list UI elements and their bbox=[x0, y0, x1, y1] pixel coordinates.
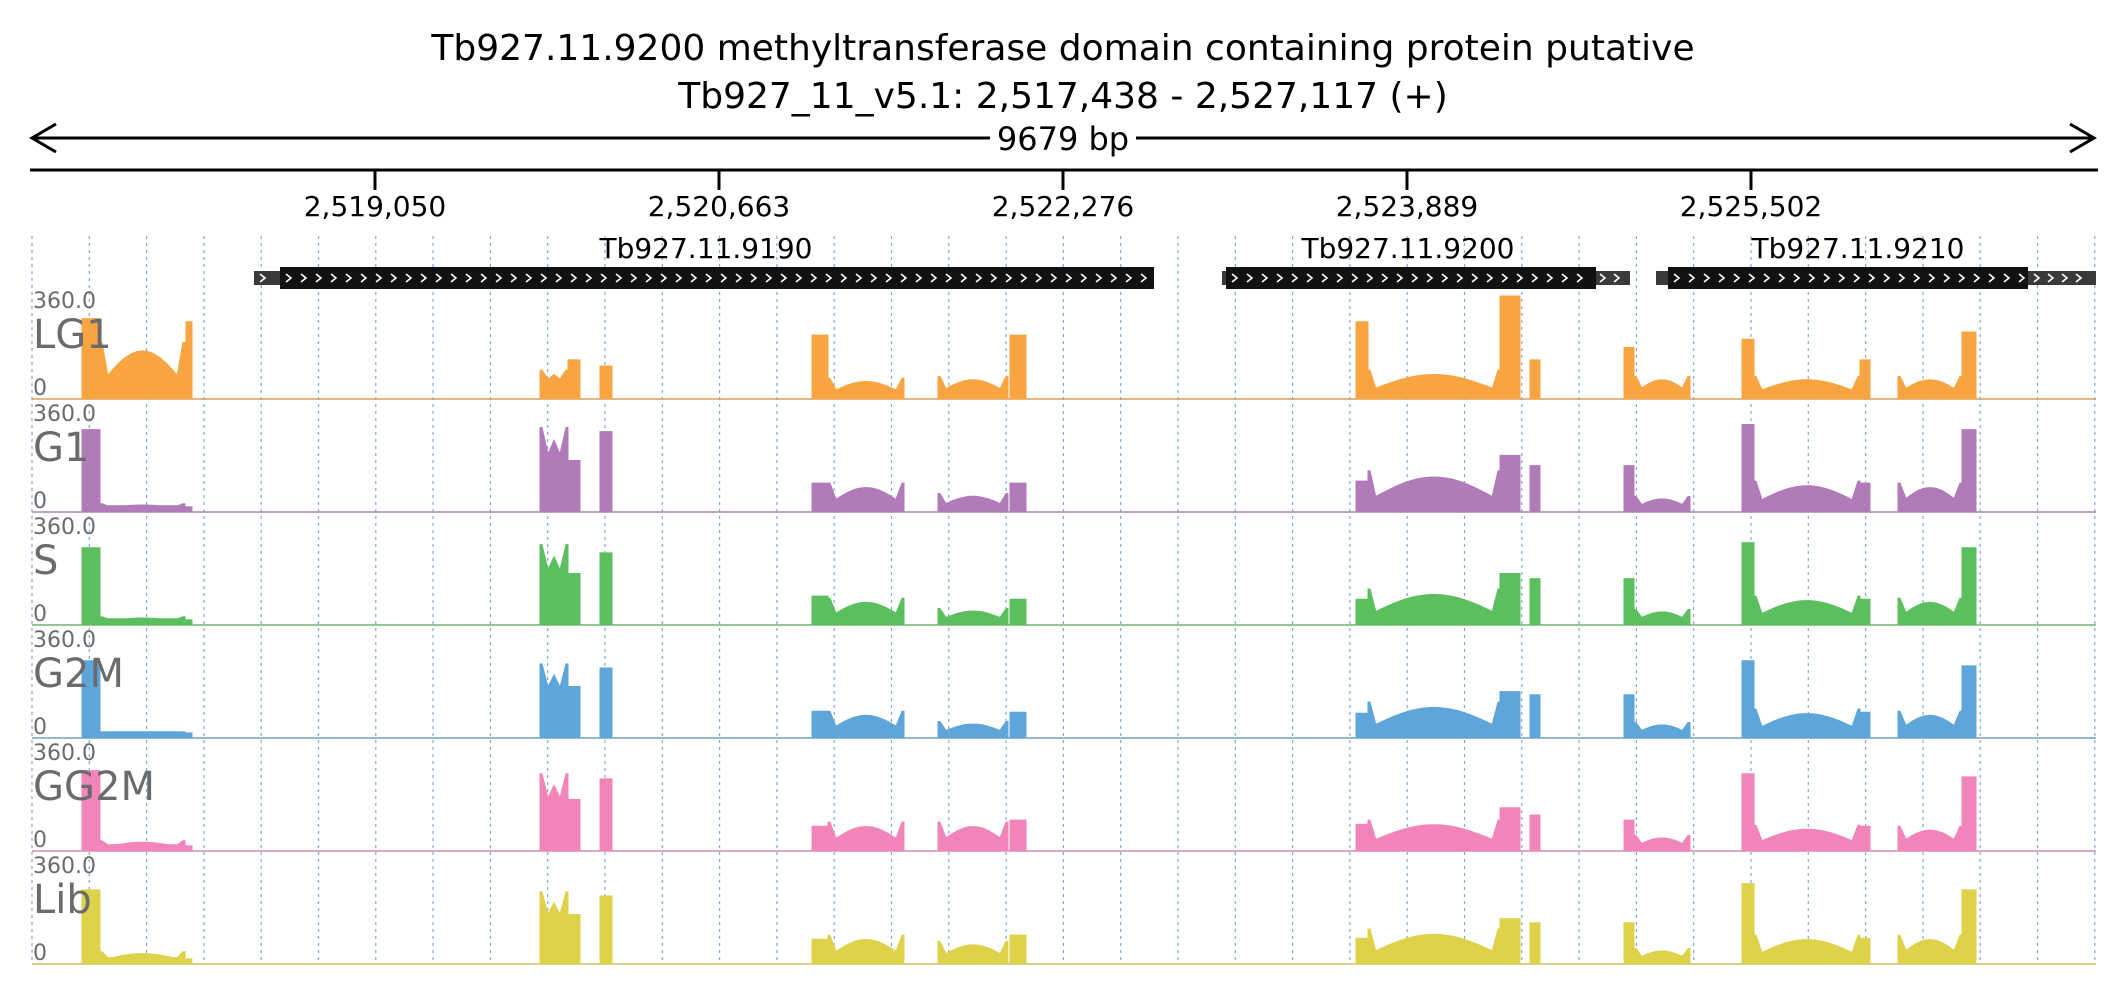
track-name-label: Lib bbox=[33, 877, 92, 923]
track-name-label: G1 bbox=[33, 425, 89, 471]
track-max-label: 360.0 bbox=[33, 854, 96, 879]
strand-chevrons bbox=[1231, 273, 1584, 283]
ruler-tick-label: 2,523,889 bbox=[1336, 190, 1479, 223]
track-g2m: 360.0 0 G2M bbox=[32, 628, 2096, 740]
ruler-tick-label: 2,522,276 bbox=[992, 190, 1135, 223]
gene-label-9210: Tb927.11.9210 bbox=[1750, 232, 1964, 265]
locus-title: Tb927_11_v5.1: 2,517,438 - 2,527,117 (+) bbox=[677, 76, 1448, 117]
strand-chevrons bbox=[259, 273, 267, 283]
track-max-label: 360.0 bbox=[33, 741, 96, 766]
track-max-label: 360.0 bbox=[33, 402, 96, 427]
strand-chevrons bbox=[1673, 273, 2026, 283]
ruler-tick-label: 2,525,502 bbox=[1680, 190, 1823, 223]
coverage-area bbox=[32, 295, 2096, 400]
span-label: 9679 bp bbox=[997, 120, 1129, 158]
span-arrow-right-icon bbox=[2069, 122, 2097, 154]
gene-track: Tb927.11.9190 Tb927.11.9200 Tb927.11.921… bbox=[254, 232, 2096, 289]
track-min-label: 0 bbox=[33, 376, 47, 401]
cds-bar-Tb927.11.9190 bbox=[280, 267, 1154, 289]
ruler-tick-label: 2,519,050 bbox=[304, 190, 447, 223]
track-name-label: LG1 bbox=[33, 312, 112, 358]
utr-bar bbox=[1656, 271, 1668, 285]
track-max-label: 360.0 bbox=[33, 515, 96, 540]
grid-lines bbox=[31, 236, 2096, 964]
gene-label-9190: Tb927.11.9190 bbox=[598, 232, 812, 265]
coverage-area bbox=[32, 542, 2096, 626]
span-arrow: 9679 bp bbox=[29, 118, 2097, 158]
gene-label-9200: Tb927.11.9200 bbox=[1300, 232, 1514, 265]
coverage-area bbox=[32, 660, 2096, 739]
utr-bar bbox=[1594, 271, 1630, 285]
strand-chevrons bbox=[1599, 273, 1621, 283]
ruler-ticks: 2,519,050 2,520,663 2,522,276 2,523,889 2,52… bbox=[304, 170, 1823, 223]
ruler-tick-label: 2,520,663 bbox=[648, 190, 791, 223]
coverage-area bbox=[32, 423, 2096, 513]
track-gg2m: 360.0 0 GG2M bbox=[32, 741, 2096, 853]
span-label-bg bbox=[990, 118, 1136, 156]
utr-bar bbox=[254, 271, 280, 285]
utr-bar bbox=[2028, 271, 2096, 285]
span-arrow-left-icon bbox=[29, 122, 57, 154]
track-min-label: 0 bbox=[33, 602, 47, 627]
track-max-label: 360.0 bbox=[33, 628, 96, 653]
track-max-label: 360.0 bbox=[33, 289, 96, 314]
coverage-area bbox=[32, 770, 2096, 852]
cds-bar-Tb927.11.9210 bbox=[1668, 267, 2028, 289]
track-lib: 360.0 0 Lib bbox=[32, 854, 2096, 966]
track-min-label: 0 bbox=[33, 828, 47, 853]
track-min-label: 0 bbox=[33, 941, 47, 966]
track-s: 360.0 0 S bbox=[32, 515, 2096, 627]
track-g1: 360.0 0 G1 bbox=[32, 402, 2096, 514]
coverage-tracks: 360.00LG1360.00G1360.00S360.00G2M360.00G… bbox=[32, 289, 2096, 966]
track-name-label: S bbox=[33, 538, 58, 584]
gene-title: Tb927.11.9200 methyltransferase domain c… bbox=[430, 28, 1694, 69]
strand-chevrons bbox=[2033, 273, 2083, 283]
track-min-label: 0 bbox=[33, 715, 47, 740]
coordinate-ruler: 2,519,050 2,520,663 2,522,276 2,523,889 2,52… bbox=[30, 168, 2098, 223]
track-lg1: 360.0 0 LG1 bbox=[32, 289, 2096, 401]
track-min-label: 0 bbox=[33, 489, 47, 514]
cds-bar-Tb927.11.9200 bbox=[1226, 267, 1596, 289]
strand-chevrons bbox=[285, 273, 1148, 283]
coverage-area bbox=[32, 883, 2096, 965]
track-name-label: G2M bbox=[33, 651, 124, 697]
track-name-label: GG2M bbox=[33, 764, 155, 810]
